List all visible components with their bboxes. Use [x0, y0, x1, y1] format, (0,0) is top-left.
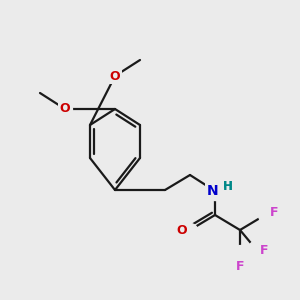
Text: H: H: [223, 179, 233, 193]
Text: N: N: [207, 184, 219, 198]
Text: O: O: [176, 224, 187, 236]
Text: O: O: [60, 103, 70, 116]
Text: F: F: [236, 260, 244, 273]
Text: H: H: [223, 179, 233, 193]
Text: O: O: [110, 70, 120, 83]
Text: F: F: [260, 244, 269, 257]
Text: F: F: [270, 206, 278, 218]
Text: O: O: [110, 70, 120, 83]
Text: F: F: [236, 260, 244, 273]
Text: O: O: [60, 103, 70, 116]
Text: F: F: [260, 244, 269, 257]
Text: O: O: [176, 224, 187, 236]
Text: F: F: [270, 206, 278, 218]
Text: N: N: [207, 184, 219, 198]
